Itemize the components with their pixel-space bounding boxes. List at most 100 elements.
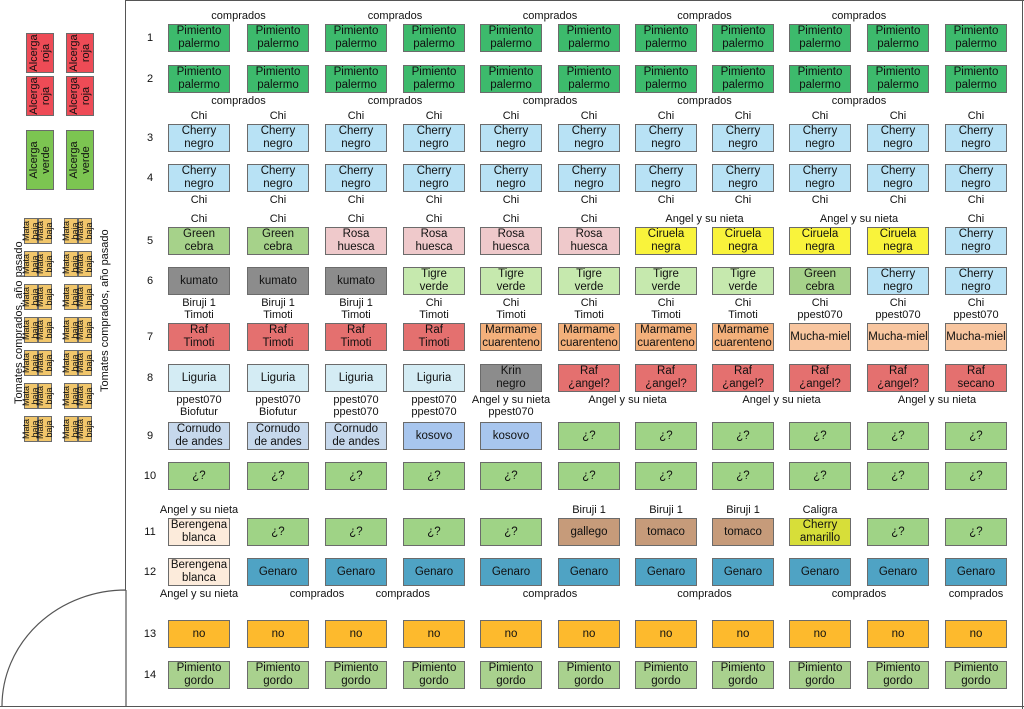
row-number: 10 (143, 470, 157, 482)
mata-baja-bed: Mata baja (75, 218, 94, 244)
plant-cell: Krin negro (480, 364, 542, 392)
mata-baja-bed: Mata baja (61, 251, 80, 277)
annotation-label: Chi (967, 213, 985, 225)
plant-cell: Cherry negro (480, 124, 542, 152)
plant-cell: Ciruela negra (867, 227, 929, 255)
plant-cell: Raf ¿angel? (789, 364, 851, 392)
annotation-label: Chi (967, 194, 985, 206)
mata-baja-label: Mata baja (35, 352, 54, 374)
plant-cell: no (712, 620, 774, 648)
plant-cell: Cherry negro (635, 164, 697, 192)
annotation-label: Chi ppest070 (797, 297, 843, 321)
annotation-label: Chi (269, 194, 287, 206)
plant-cell: Cherry negro (867, 164, 929, 192)
plant-cell: Liguria (168, 364, 230, 392)
row-number: 5 (146, 235, 154, 247)
alcerga-roja-bed: Alcerga roja (26, 76, 54, 116)
plant-cell: ¿? (945, 518, 1007, 546)
annotation-label: Chi (734, 194, 752, 206)
annotation-label: Chi (190, 194, 208, 206)
mata-baja-bed: Mata baja (21, 284, 40, 310)
plant-cell: Cherry negro (168, 164, 230, 192)
plant-cell: no (635, 620, 697, 648)
plant-cell: ¿? (558, 422, 620, 450)
mata-baja-bed: Mata baja (75, 251, 94, 277)
annotation-label: comprados (522, 588, 578, 600)
plant-cell: ¿? (480, 462, 542, 490)
annotation-label: Chi (425, 110, 443, 122)
annotation-label: Biruji 1 (726, 504, 760, 516)
plant-cell: ¿? (945, 422, 1007, 450)
annotation-label: Chi (967, 110, 985, 122)
mata-baja-bed: Mata baja (75, 284, 94, 310)
plant-cell: ¿? (558, 462, 620, 490)
annotation-label: Angel y su nieta (159, 504, 239, 516)
plant-cell: Ciruela negra (635, 227, 697, 255)
plant-cell: Green cebra (789, 267, 851, 295)
row-number: 1 (146, 32, 154, 44)
annotation-label: comprados (522, 10, 578, 22)
plant-cell: Genaro (789, 558, 851, 586)
plant-cell: Pimiento palermo (867, 65, 929, 93)
plant-cell: Cherry negro (480, 164, 542, 192)
mata-baja-bed: Mata baja (75, 317, 94, 343)
plant-cell: Pimiento palermo (480, 65, 542, 93)
plant-cell: ¿? (480, 518, 542, 546)
mata-baja-bed: Mata baja (61, 317, 80, 343)
plant-cell: Cherry negro (945, 267, 1007, 295)
plant-cell: Cornudo de andes (168, 422, 230, 450)
annotation-label: Angel y su nieta (819, 213, 899, 225)
plant-cell: Pimiento palermo (558, 24, 620, 52)
alcerga-roja-label: Alcerga roja (28, 34, 52, 72)
plant-cell: Pimiento palermo (168, 65, 230, 93)
mata-baja-bed: Mata baja (35, 383, 54, 409)
plant-cell: Cherry negro (558, 164, 620, 192)
plant-cell: Pimiento gordo (635, 661, 697, 689)
plant-cell: kosovo (403, 422, 465, 450)
plant-cell: tomaco (712, 518, 774, 546)
frame-right (1022, 0, 1023, 709)
plant-cell: ¿? (867, 462, 929, 490)
annotation-label: comprados (375, 588, 431, 600)
annotation-label: Angel y su nieta (588, 394, 667, 406)
plant-cell: no (480, 620, 542, 648)
plant-cell: Raf Timoti (325, 323, 387, 351)
plant-cell: Raf ¿angel? (635, 364, 697, 392)
row-number: 6 (146, 275, 154, 287)
plant-cell: Raf ¿angel? (867, 364, 929, 392)
row-number: 9 (146, 430, 154, 442)
plant-cell: Marmame cuarenteno (558, 323, 620, 351)
plant-cell: Pimiento gordo (712, 661, 774, 689)
plant-cell: Genaro (325, 558, 387, 586)
frame-left (125, 0, 126, 590)
annotation-label: Chi (889, 194, 907, 206)
annotation-label: Biruji 1 Timoti (182, 297, 216, 321)
annotation-label: Chi (889, 110, 907, 122)
plant-cell: Genaro (403, 558, 465, 586)
annotation-label: Chi (811, 194, 829, 206)
annotation-label: ppest070 Biofutur (176, 394, 222, 418)
annotation-label: comprados (367, 95, 423, 107)
annotation-label: Chi (657, 194, 675, 206)
plant-cell: Pimiento palermo (480, 24, 542, 52)
annotation-label: comprados (831, 95, 887, 107)
alcerga-verde-label: Alcerga verde (68, 141, 92, 179)
row-number: 2 (146, 73, 154, 85)
mata-baja-bed: Mata baja (21, 350, 40, 376)
plant-cell: Mucha-miel (945, 323, 1007, 351)
tomates-comprados-label: Tomates comprados, año pasado (13, 241, 25, 404)
plant-cell: Tigre verde (635, 267, 697, 295)
annotation-label: Chi (347, 110, 365, 122)
mata-baja-label: Mata baja (75, 253, 94, 275)
annotation-label: Chi (580, 110, 598, 122)
plant-cell: Cherry negro (789, 164, 851, 192)
plant-cell: Raf ¿angel? (558, 364, 620, 392)
mata-baja-bed: Mata baja (75, 416, 94, 442)
mata-baja-bed: Mata baja (61, 284, 80, 310)
plant-cell: Pimiento gordo (325, 661, 387, 689)
plant-cell: Pimiento palermo (558, 65, 620, 93)
annotation-label: Chi (580, 213, 598, 225)
plant-cell: ¿? (247, 518, 309, 546)
plant-cell: Raf Timoti (247, 323, 309, 351)
plant-cell: Pimiento palermo (945, 24, 1007, 52)
